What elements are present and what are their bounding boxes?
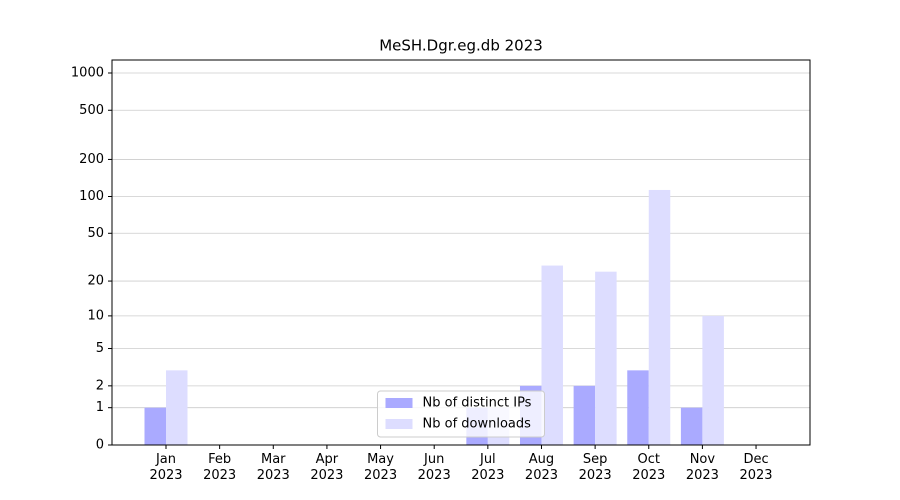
bar [541,265,563,445]
y-tick-label: 5 [96,341,104,356]
x-tick-label: Jan 2023 [149,452,183,483]
x-tick-label: Oct 2023 [632,452,666,483]
x-tick-label: Nov 2023 [685,452,719,483]
bar [702,315,724,445]
x-tick-label: Jun 2023 [417,452,451,483]
y-tick-label: 2 [96,378,104,393]
chart-title: MeSH.Dgr.eg.db 2023 [379,37,543,55]
y-tick-label: 0 [96,438,104,453]
legend-label: Nb of downloads [423,417,532,432]
bar [627,370,649,445]
y-tick-label: 1 [96,400,104,415]
bar [680,407,703,445]
legend-label: Nb of distinct IPs [423,396,532,411]
bar [573,385,596,445]
bar [166,370,188,445]
plot-frame [111,59,811,446]
x-tick-label: Jul 2023 [471,452,505,483]
y-tick-label: 100 [79,189,104,204]
x-tick-label: Dec 2023 [739,452,773,483]
bar [595,271,617,445]
x-tick-label: May 2023 [364,452,398,483]
legend-box [377,390,545,438]
x-tick-label: Sep 2023 [578,452,612,483]
y-tick-label: 500 [79,103,104,118]
y-tick-label: 20 [87,274,104,289]
legend-swatch [385,398,413,408]
legend-swatch [385,419,413,429]
legend: Nb of distinct IPs Nb of downloads [377,390,545,438]
bar [144,407,166,445]
y-tick-label: 50 [87,226,104,241]
x-tick-label: Aug 2023 [524,452,559,483]
y-tick-label: 1000 [71,65,104,80]
y-tick-label: 200 [79,152,104,167]
y-tick-label: 10 [87,308,104,323]
bar [648,189,671,445]
x-tick-label: Feb 2023 [203,452,237,483]
x-tick-label: Mar 2023 [256,452,290,483]
x-tick-label: Apr 2023 [310,452,344,483]
